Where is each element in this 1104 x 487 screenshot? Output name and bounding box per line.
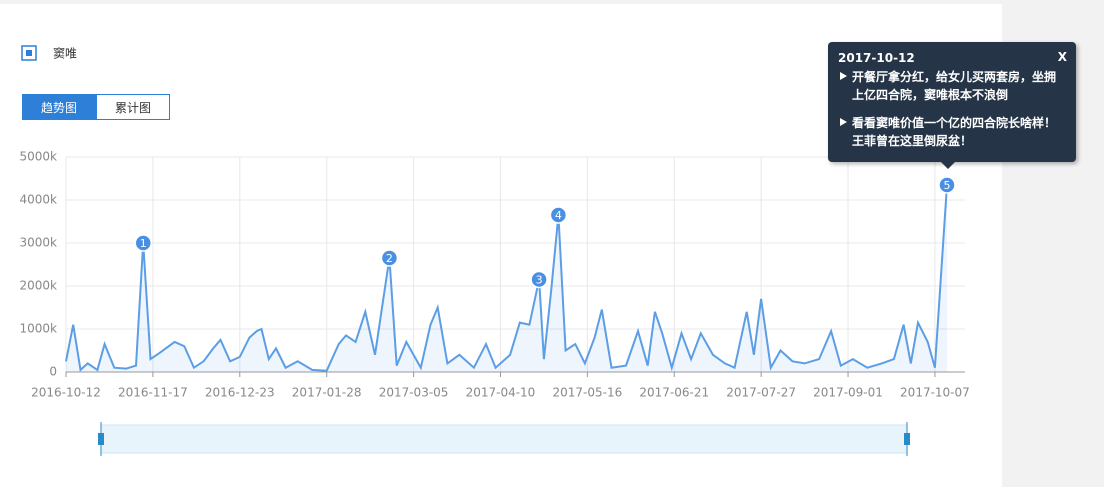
y-tick-label: 3000k bbox=[20, 236, 58, 250]
event-marker[interactable] bbox=[134, 234, 152, 252]
x-tick-label: 2017-09-01 bbox=[813, 386, 883, 400]
x-tick-label: 2016-11-17 bbox=[118, 386, 188, 400]
x-tick-label: 2017-01-28 bbox=[292, 386, 362, 400]
tab[interactable]: 趋势图 bbox=[22, 94, 96, 120]
y-tick-label: 2000k bbox=[20, 279, 58, 293]
x-tick-label: 2016-12-23 bbox=[205, 386, 275, 400]
legend-check bbox=[26, 50, 32, 56]
zoom-handle[interactable] bbox=[98, 433, 104, 445]
y-tick-label: 0 bbox=[49, 365, 57, 379]
y-tick-label: 4000k bbox=[20, 193, 58, 207]
y-tick-label: 5000k bbox=[20, 150, 58, 164]
tooltip-arrow bbox=[941, 162, 955, 169]
x-tick-label: 2017-07-27 bbox=[726, 386, 796, 400]
event-marker[interactable] bbox=[530, 270, 548, 289]
x-tick-label: 2017-06-21 bbox=[639, 386, 709, 400]
event-marker-label: 1 bbox=[140, 237, 147, 250]
x-tick-label: 2017-10-07 bbox=[900, 386, 970, 400]
tooltip-item[interactable]: 开餐厅拿分红，给女儿买两套房，坐拥上亿四合院，窦唯根本不浪倒 bbox=[840, 68, 1062, 104]
x-tick-label: 2017-05-16 bbox=[552, 386, 622, 400]
event-marker[interactable] bbox=[549, 206, 568, 224]
x-tick-label: 2017-03-05 bbox=[379, 386, 449, 400]
zoom-slider[interactable] bbox=[100, 424, 908, 454]
close-button[interactable]: X bbox=[1057, 50, 1067, 64]
legend-label[interactable]: 窦唯 bbox=[53, 47, 77, 61]
x-tick-label: 2016-10-12 bbox=[31, 386, 101, 400]
tooltip: 2017-10-12 X 开餐厅拿分红，给女儿买两套房，坐拥上亿四合院，窦唯根本… bbox=[828, 42, 1076, 169]
event-marker[interactable] bbox=[380, 249, 399, 267]
y-tick-label: 1000k bbox=[20, 322, 58, 336]
zoom-handle[interactable] bbox=[904, 433, 910, 445]
line bbox=[65, 184, 948, 372]
event-marker-label: 3 bbox=[536, 274, 543, 287]
event-marker[interactable] bbox=[938, 176, 956, 194]
tab[interactable]: 累计图 bbox=[96, 94, 170, 120]
tooltip-item[interactable]: 看看窦唯价值一个亿的四合院长啥样！王菲曾在这里倒尿盆！ bbox=[840, 114, 1062, 150]
x-tick-label: 2017-04-10 bbox=[466, 386, 536, 400]
event-marker-label: 4 bbox=[555, 209, 562, 222]
event-marker-label: 5 bbox=[944, 179, 951, 192]
tooltip-title: 2017-10-12 bbox=[838, 51, 915, 65]
event-marker-label: 2 bbox=[386, 252, 393, 265]
